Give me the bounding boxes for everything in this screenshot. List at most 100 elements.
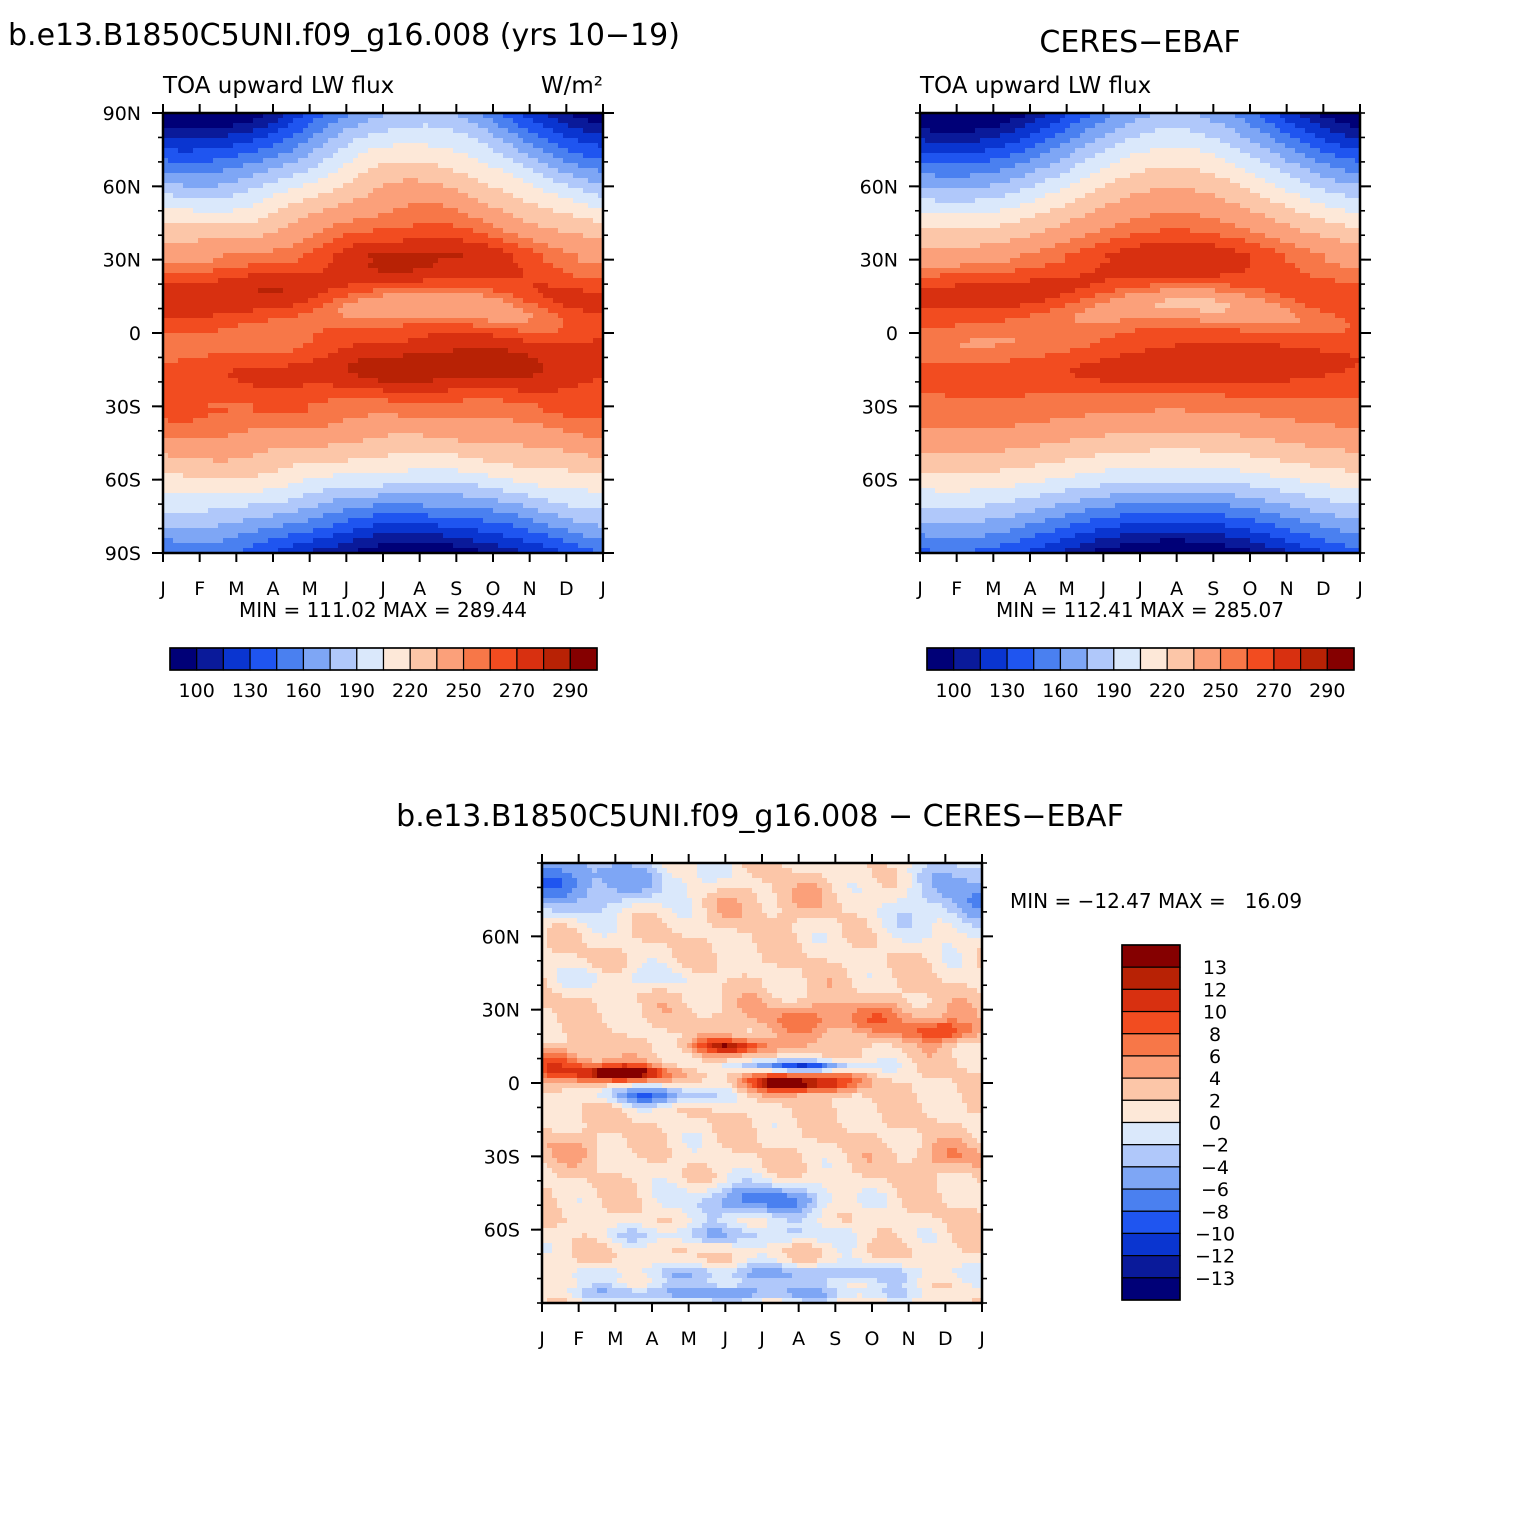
contour-cell [348,263,354,269]
contour-cell [278,218,284,224]
contour-cell [298,508,304,514]
contour-cell [303,393,309,399]
contour-cell [418,288,424,294]
contour-cell [398,518,404,524]
contour-cell [418,193,424,199]
contour-cell [348,363,354,369]
contour-cell [283,263,289,269]
contour-cell [403,148,409,154]
contour-cell [258,503,264,509]
contour-cell [368,198,374,204]
contour-cell [318,363,324,369]
contour-cell [203,358,209,364]
contour-cell [193,178,199,184]
contour-cell [363,228,369,234]
contour-cell [283,328,289,334]
contour-cell [188,483,194,489]
contour-cell [203,543,209,549]
contour-cell [328,418,334,424]
contour-cell [233,458,239,464]
contour-cell [348,158,354,164]
contour-cell [318,488,324,494]
contour-cell [378,533,384,539]
contour-cell [353,478,359,484]
contour-cell [238,113,244,119]
contour-cell [238,468,244,474]
contour-cell [238,378,244,384]
contour-cell [353,193,359,199]
contour-cell [263,123,269,129]
contour-cell [203,173,209,179]
contour-cell [213,533,219,539]
contour-cell [273,123,279,129]
contour-cell [213,478,219,484]
contour-cell [268,128,274,134]
contour-cell [198,308,204,314]
contour-cell [423,513,429,519]
contour-cell [438,413,444,419]
contour-cell [233,448,239,454]
contour-cell [383,228,389,234]
contour-cell [213,328,219,334]
contour-cell [273,418,279,424]
contour-cell [198,188,204,194]
contour-cell [393,323,399,329]
contour-cell [183,473,189,479]
contour-cell [333,398,339,404]
contour-cell [213,173,219,179]
contour-cell [223,173,229,179]
contour-cell [253,548,259,554]
contour-cell [423,443,429,449]
contour-cell [183,463,189,469]
contour-cell [358,118,364,124]
contour-cell [308,348,314,354]
contour-cell [338,448,344,454]
contour-cell [348,253,354,259]
contour-cell [213,358,219,364]
contour-cell [408,253,414,259]
contour-cell [328,518,334,524]
contour-cell [233,358,239,364]
contour-cell [243,423,249,429]
contour-cell [293,198,299,204]
contour-cell [428,313,434,319]
contour-cell [198,458,204,464]
contour-cell [273,453,279,459]
contour-cell [333,223,339,229]
contour-cell [223,538,229,544]
contour-cell [303,223,309,229]
contour-cell [163,438,169,444]
contour-cell [163,183,169,189]
contour-cell [348,433,354,439]
contour-cell [433,403,439,409]
contour-cell [263,453,269,459]
contour-cell [328,378,334,384]
contour-cell [273,478,279,484]
contour-cell [163,308,169,314]
contour-cell [178,253,184,259]
contour-cell [338,483,344,489]
contour-cell [263,233,269,239]
contour-cell [378,263,384,269]
contour-cell [368,218,374,224]
contour-cell [323,173,329,179]
contour-cell [253,183,259,189]
contour-cell [303,363,309,369]
contour-cell [338,193,344,199]
contour-cell [328,328,334,334]
contour-cell [298,323,304,329]
contour-cell [323,198,329,204]
contour-cell [413,158,419,164]
contour-cell [263,508,269,514]
contour-cell [398,523,404,529]
contour-cell [283,238,289,244]
contour-cell [253,488,259,494]
contour-cell [378,233,384,239]
contour-cell [288,238,294,244]
contour-cell [173,388,179,394]
contour-cell [258,518,264,524]
contour-cell [418,188,424,194]
contour-cell [213,253,219,259]
contour-cell [378,528,384,534]
contour-cell [348,238,354,244]
